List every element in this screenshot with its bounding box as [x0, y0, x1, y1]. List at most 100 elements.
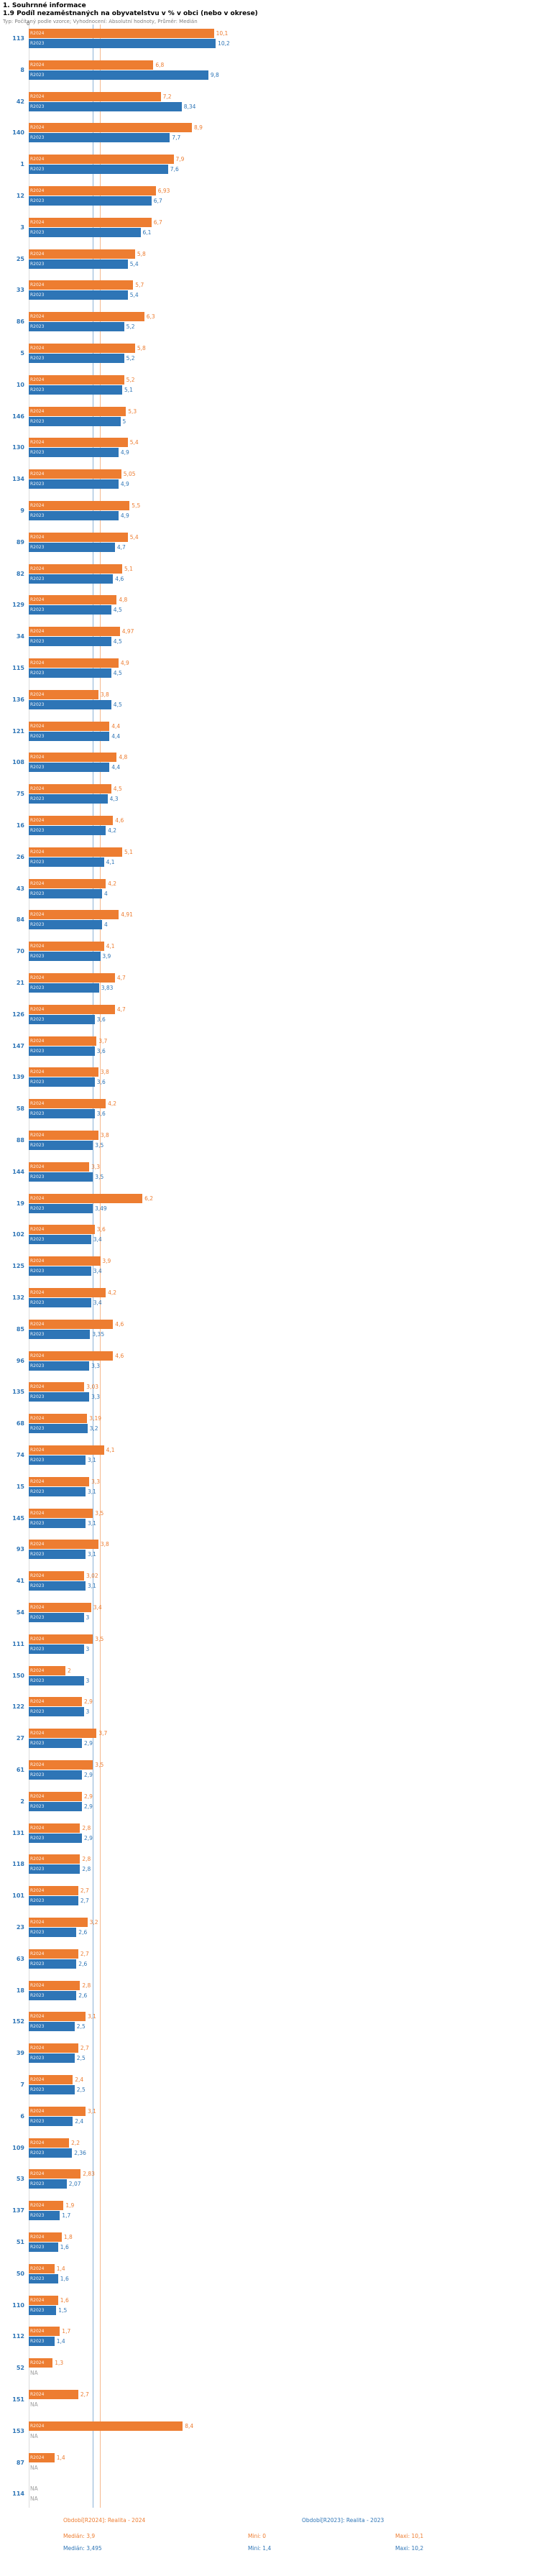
- bar-r2024[interactable]: R2024: [29, 501, 130, 510]
- bar-r2023[interactable]: R2023: [29, 1928, 77, 1937]
- bar-r2024[interactable]: R2024: [29, 1729, 97, 1739]
- bar-r2023[interactable]: R2023: [29, 70, 208, 80]
- bar-r2023[interactable]: R2023: [29, 1298, 91, 1307]
- bar-r2024[interactable]: R2024: [29, 1476, 90, 1486]
- bar-r2024[interactable]: R2024: [29, 2421, 183, 2431]
- bar-r2024[interactable]: R2024: [29, 784, 111, 794]
- bar-r2024[interactable]: R2024: [29, 2232, 62, 2242]
- bar-r2023[interactable]: R2023: [29, 1644, 84, 1654]
- bar-r2023[interactable]: R2023: [29, 1329, 91, 1339]
- bar-r2024[interactable]: R2024: [29, 973, 115, 983]
- bar-r2024[interactable]: R2024: [29, 2201, 64, 2211]
- bar-r2023[interactable]: R2023: [29, 605, 111, 615]
- bar-r2023[interactable]: R2023: [29, 1581, 86, 1591]
- bar-r2024[interactable]: R2024: [29, 1351, 114, 1361]
- bar-r2023[interactable]: R2023: [29, 1550, 86, 1560]
- bar-r2024[interactable]: R2024: [29, 29, 214, 38]
- bar-r2023[interactable]: R2023: [29, 731, 110, 741]
- bar-r2023[interactable]: R2023: [29, 826, 106, 835]
- bar-r2024[interactable]: R2024: [29, 1634, 93, 1644]
- bar-r2023[interactable]: R2023: [29, 1424, 88, 1434]
- bar-r2024[interactable]: R2024: [29, 123, 192, 133]
- bar-r2024[interactable]: R2024: [29, 1918, 88, 1927]
- bar-r2024[interactable]: R2024: [29, 312, 144, 322]
- bar-r2024[interactable]: R2024: [29, 1540, 98, 1550]
- bar-r2023[interactable]: R2023: [29, 1235, 91, 1245]
- bar-r2023[interactable]: R2023: [29, 2022, 75, 2032]
- bar-r2023[interactable]: R2023: [29, 668, 111, 678]
- bar-r2024[interactable]: R2024: [29, 1036, 97, 1046]
- bar-r2024[interactable]: R2024: [29, 1256, 101, 1266]
- bar-r2024[interactable]: R2024: [29, 374, 124, 385]
- bar-r2024[interactable]: R2024: [29, 2452, 55, 2462]
- bar-r2024[interactable]: R2024: [29, 1697, 82, 1707]
- bar-r2024[interactable]: R2024: [29, 1225, 95, 1235]
- bar-r2024[interactable]: R2024: [29, 532, 128, 542]
- bar-r2023[interactable]: R2023: [29, 1392, 90, 1402]
- bar-r2023[interactable]: R2023: [29, 920, 102, 930]
- bar-r2023[interactable]: R2023: [29, 699, 111, 709]
- bar-r2024[interactable]: R2024: [29, 595, 117, 605]
- bar-r2024[interactable]: R2024: [29, 1288, 106, 1297]
- bar-r2024[interactable]: R2024: [29, 689, 98, 699]
- bar-r2024[interactable]: R2024: [29, 1414, 88, 1424]
- bar-r2024[interactable]: R2024: [29, 2169, 81, 2179]
- bar-r2023[interactable]: R2023: [29, 2116, 73, 2126]
- bar-r2024[interactable]: R2024: [29, 1980, 80, 1990]
- bar-r2023[interactable]: R2023: [29, 290, 128, 300]
- bar-r2023[interactable]: R2023: [29, 1172, 93, 1182]
- bar-r2023[interactable]: R2023: [29, 2085, 75, 2094]
- bar-r2024[interactable]: R2024: [29, 878, 106, 888]
- bar-r2024[interactable]: R2024: [29, 942, 104, 952]
- bar-r2024[interactable]: R2024: [29, 406, 126, 416]
- bar-r2024[interactable]: R2024: [29, 2043, 78, 2053]
- bar-r2023[interactable]: R2023: [29, 1613, 84, 1622]
- bar-r2023[interactable]: R2023: [29, 101, 182, 111]
- bar-r2023[interactable]: R2023: [29, 1864, 80, 1874]
- bar-r2024[interactable]: R2024: [29, 249, 135, 259]
- bar-r2023[interactable]: R2023: [29, 2305, 57, 2315]
- bar-r2023[interactable]: R2023: [29, 1770, 82, 1780]
- bar-r2024[interactable]: R2024: [29, 1067, 98, 1077]
- bar-r2024[interactable]: R2024: [29, 1886, 78, 1896]
- bar-r2024[interactable]: R2024: [29, 1760, 93, 1770]
- bar-r2023[interactable]: R2023: [29, 2273, 58, 2283]
- bar-r2024[interactable]: R2024: [29, 721, 110, 731]
- bar-r2023[interactable]: R2023: [29, 2179, 67, 2189]
- bar-r2024[interactable]: R2024: [29, 1004, 115, 1014]
- bar-r2024[interactable]: R2024: [29, 2263, 55, 2273]
- bar-r2024[interactable]: R2024: [29, 2327, 60, 2337]
- bar-r2024[interactable]: R2024: [29, 1949, 78, 1959]
- bar-r2024[interactable]: R2024: [29, 280, 134, 290]
- bar-r2023[interactable]: R2023: [29, 1361, 90, 1371]
- bar-r2023[interactable]: R2023: [29, 1518, 86, 1528]
- bar-r2023[interactable]: R2023: [29, 2242, 58, 2252]
- bar-r2023[interactable]: R2023: [29, 952, 101, 962]
- bar-r2024[interactable]: R2024: [29, 627, 120, 637]
- bar-r2023[interactable]: R2023: [29, 1675, 84, 1685]
- bar-r2024[interactable]: R2024: [29, 1791, 82, 1801]
- bar-r2023[interactable]: R2023: [29, 2148, 73, 2158]
- bar-r2023[interactable]: R2023: [29, 1046, 95, 1056]
- bar-r2023[interactable]: R2023: [29, 794, 108, 804]
- bar-r2023[interactable]: R2023: [29, 1266, 91, 1276]
- bar-r2023[interactable]: R2023: [29, 39, 216, 48]
- bar-r2023[interactable]: R2023: [29, 259, 128, 269]
- bar-r2023[interactable]: R2023: [29, 574, 114, 584]
- bar-r2023[interactable]: R2023: [29, 416, 121, 426]
- bar-r2024[interactable]: R2024: [29, 2075, 73, 2084]
- bar-r2024[interactable]: R2024: [29, 1445, 104, 1455]
- bar-r2023[interactable]: R2023: [29, 448, 119, 458]
- bar-r2024[interactable]: R2024: [29, 1162, 90, 1172]
- bar-r2024[interactable]: R2024: [29, 438, 128, 448]
- bar-r2023[interactable]: R2023: [29, 196, 152, 206]
- bar-r2024[interactable]: R2024: [29, 2106, 86, 2116]
- bar-r2023[interactable]: R2023: [29, 1486, 86, 1496]
- bar-r2023[interactable]: R2023: [29, 227, 141, 237]
- bar-r2024[interactable]: R2024: [29, 1665, 65, 1675]
- bar-r2023[interactable]: R2023: [29, 542, 115, 552]
- bar-r2024[interactable]: R2024: [29, 564, 122, 574]
- bar-r2023[interactable]: R2023: [29, 2337, 55, 2347]
- bar-r2023[interactable]: R2023: [29, 888, 102, 898]
- bar-r2024[interactable]: R2024: [29, 2012, 86, 2022]
